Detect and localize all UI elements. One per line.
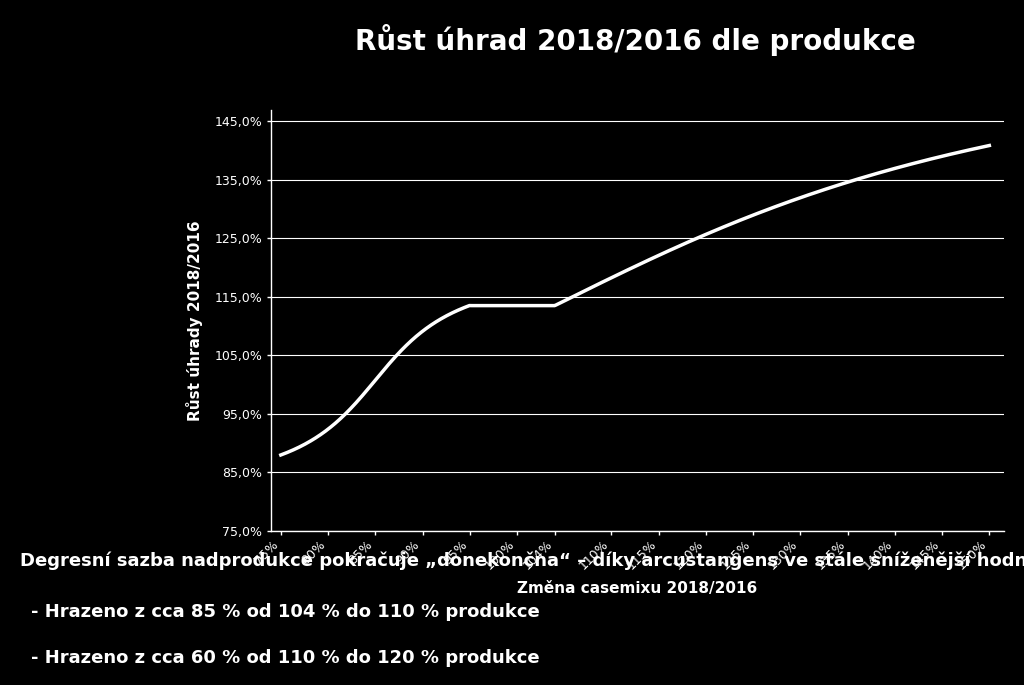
Text: Degresní sazba nadprodukce pokračuje „donekončna“ – díky arcustangens ve stále s: Degresní sazba nadprodukce pokračuje „do… (20, 551, 1024, 570)
X-axis label: Změna casemixu 2018/2016: Změna casemixu 2018/2016 (517, 581, 758, 596)
Text: - Hrazeno z cca 60 % od 110 % do 120 % produkce: - Hrazeno z cca 60 % od 110 % do 120 % p… (31, 649, 540, 667)
Y-axis label: Růst úhrady 2018/2016: Růst úhrady 2018/2016 (186, 220, 204, 421)
Text: - Hrazeno z cca 85 % od 104 % do 110 % produkce: - Hrazeno z cca 85 % od 104 % do 110 % p… (31, 603, 540, 621)
Text: Růst úhrad 2018/2016 dle produkce: Růst úhrad 2018/2016 dle produkce (354, 24, 915, 56)
